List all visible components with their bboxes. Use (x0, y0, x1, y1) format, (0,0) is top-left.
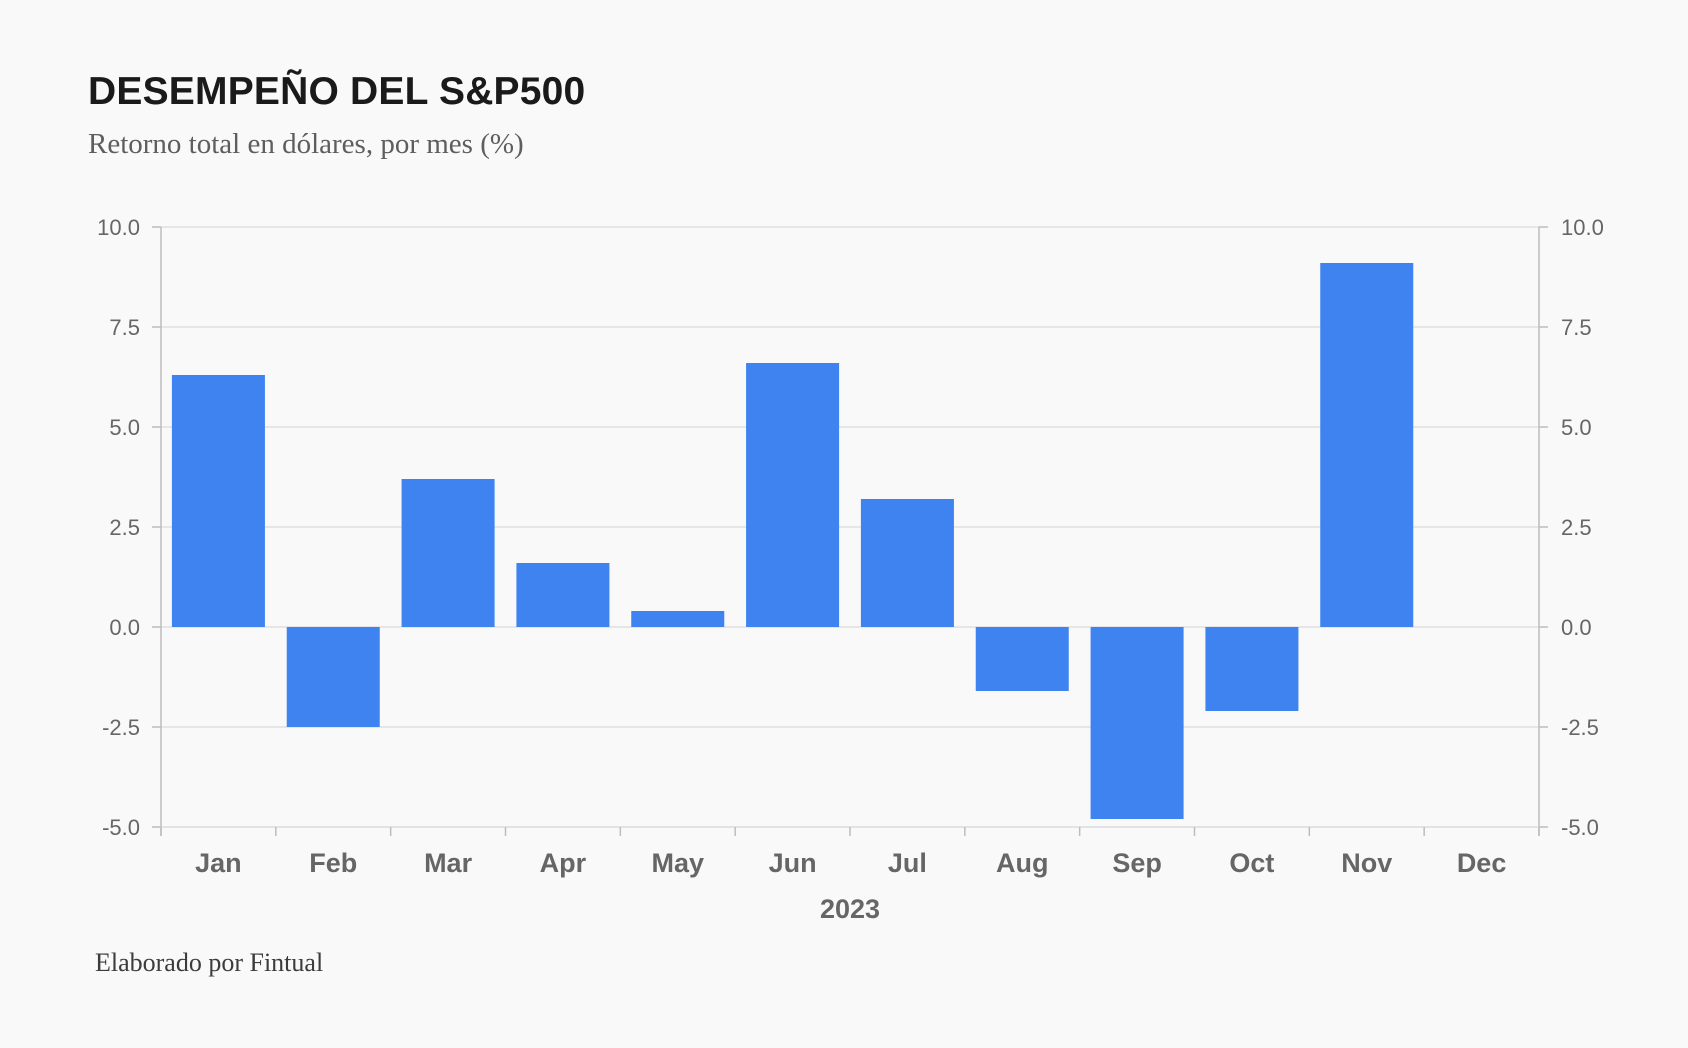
y-tick-label-right: 5.0 (1561, 415, 1592, 440)
x-tick-label: Oct (1229, 848, 1274, 878)
axes (152, 226, 1548, 836)
y-tick-label-left: -5.0 (102, 815, 140, 840)
bar-feb (286, 627, 380, 727)
y-tick-label-left: 10.0 (97, 215, 140, 240)
bar-may (631, 611, 725, 627)
chart-title: DESEMPEÑO DEL S&P500 (88, 70, 586, 113)
bar-apr (516, 563, 610, 627)
x-tick-label: Jun (769, 848, 817, 878)
bar-jan (171, 375, 265, 627)
y-tick-label-right: -5.0 (1561, 815, 1599, 840)
y-tick-label-left: 5.0 (109, 415, 140, 440)
bar-oct (1205, 627, 1299, 711)
x-tick-label: May (651, 848, 704, 878)
y-tick-label-right: 7.5 (1561, 315, 1592, 340)
y-tick-label-left: 7.5 (109, 315, 140, 340)
bar-aug (975, 627, 1069, 691)
x-tick-label: Aug (996, 848, 1048, 878)
chart-subtitle: Retorno total en dólares, por mes (%) (88, 128, 524, 160)
bar-sep (1090, 627, 1184, 819)
y-tick-label-left: 2.5 (109, 515, 140, 540)
bar-jun (746, 363, 840, 627)
x-tick-label: Mar (424, 848, 473, 878)
bar-mar (401, 479, 495, 627)
x-tick-label: Jan (195, 848, 242, 878)
y-tick-label-left: -2.5 (102, 715, 140, 740)
y-tick-label-right: 10.0 (1561, 215, 1604, 240)
x-tick-label: Feb (309, 848, 357, 878)
y-tick-label-right: -2.5 (1561, 715, 1599, 740)
credit-note: Elaborado por Fintual (95, 948, 324, 977)
bar-jul (860, 499, 954, 627)
bar-nov (1320, 263, 1414, 627)
x-axis-title: 2023 (820, 894, 880, 924)
axis-labels: 10.0 10.0 7.5 7.5 5.0 5.0 2.5 2.5 0.0 0.0 -2.5 -2.5… (97, 215, 1604, 924)
y-tick-label-right: 2.5 (1561, 515, 1592, 540)
y-tick-label-right: 0.0 (1561, 615, 1592, 640)
y-tick-label-left: 0.0 (109, 615, 140, 640)
x-tick-label: Apr (540, 848, 587, 878)
x-tick-label: Dec (1457, 848, 1507, 878)
x-tick-label: Jul (888, 848, 927, 878)
x-tick-label: Nov (1341, 848, 1392, 878)
bars (171, 263, 1414, 819)
x-tick-label: Sep (1112, 848, 1162, 878)
